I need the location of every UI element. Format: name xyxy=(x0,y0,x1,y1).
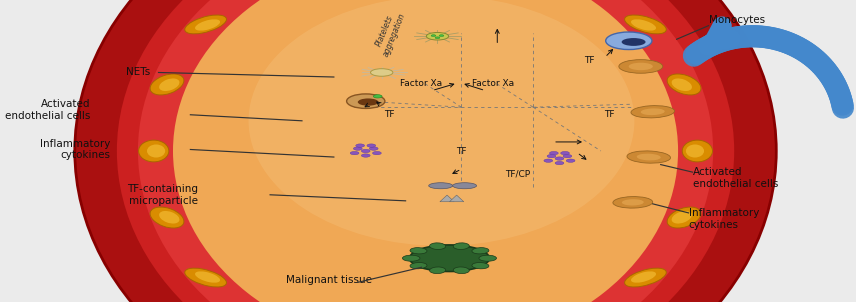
Text: Malignant tissue: Malignant tissue xyxy=(286,275,372,285)
Ellipse shape xyxy=(547,155,556,158)
Text: NETs: NETs xyxy=(127,67,151,78)
Ellipse shape xyxy=(410,262,427,269)
Ellipse shape xyxy=(354,147,362,150)
Ellipse shape xyxy=(431,35,436,37)
Ellipse shape xyxy=(625,15,666,34)
Ellipse shape xyxy=(373,95,382,98)
Text: TF/CP: TF/CP xyxy=(505,169,530,178)
Ellipse shape xyxy=(358,98,378,106)
Ellipse shape xyxy=(185,15,227,34)
Ellipse shape xyxy=(150,207,184,228)
Ellipse shape xyxy=(544,159,553,162)
Text: Factor Xa: Factor Xa xyxy=(473,79,514,88)
Ellipse shape xyxy=(117,0,734,302)
Ellipse shape xyxy=(369,147,378,150)
Ellipse shape xyxy=(361,154,370,157)
Text: Factor Xa: Factor Xa xyxy=(401,79,443,88)
Ellipse shape xyxy=(74,0,776,302)
Ellipse shape xyxy=(561,152,569,155)
Ellipse shape xyxy=(555,157,564,160)
Ellipse shape xyxy=(453,243,469,249)
Ellipse shape xyxy=(619,60,663,73)
Ellipse shape xyxy=(430,267,446,274)
Text: TF-containing
microparticle: TF-containing microparticle xyxy=(128,184,199,206)
Ellipse shape xyxy=(631,19,656,31)
Ellipse shape xyxy=(426,33,449,40)
Ellipse shape xyxy=(472,248,489,254)
Text: Monocytes: Monocytes xyxy=(709,14,764,25)
Text: TF: TF xyxy=(603,110,614,119)
Ellipse shape xyxy=(479,255,496,261)
Ellipse shape xyxy=(347,94,385,108)
Ellipse shape xyxy=(150,74,184,95)
Ellipse shape xyxy=(185,268,227,287)
Ellipse shape xyxy=(686,144,704,158)
Ellipse shape xyxy=(672,79,692,91)
Ellipse shape xyxy=(195,271,220,283)
Ellipse shape xyxy=(625,268,666,287)
Ellipse shape xyxy=(637,154,661,160)
Ellipse shape xyxy=(439,35,444,37)
Text: TF: TF xyxy=(384,110,395,119)
Ellipse shape xyxy=(555,161,564,165)
Ellipse shape xyxy=(350,152,359,155)
Polygon shape xyxy=(440,195,455,202)
Ellipse shape xyxy=(409,245,490,271)
Polygon shape xyxy=(449,195,464,202)
Ellipse shape xyxy=(453,267,469,274)
Ellipse shape xyxy=(410,248,427,254)
Ellipse shape xyxy=(621,199,644,205)
Ellipse shape xyxy=(550,152,558,155)
Text: Platelets
aggregation: Platelets aggregation xyxy=(372,8,407,58)
Ellipse shape xyxy=(641,108,665,115)
Ellipse shape xyxy=(356,144,365,147)
Ellipse shape xyxy=(667,207,701,228)
Ellipse shape xyxy=(402,255,420,261)
Ellipse shape xyxy=(195,19,220,31)
Ellipse shape xyxy=(429,183,453,189)
Ellipse shape xyxy=(682,140,712,162)
Ellipse shape xyxy=(147,144,165,158)
Ellipse shape xyxy=(672,211,692,223)
Ellipse shape xyxy=(159,79,180,91)
Ellipse shape xyxy=(138,0,713,302)
Ellipse shape xyxy=(453,183,477,189)
Ellipse shape xyxy=(563,155,572,158)
Text: TF: TF xyxy=(584,56,594,65)
Text: TF: TF xyxy=(456,146,467,156)
Ellipse shape xyxy=(566,159,575,162)
Ellipse shape xyxy=(628,63,653,70)
Text: Inflammatory
cytokines: Inflammatory cytokines xyxy=(40,139,110,160)
Ellipse shape xyxy=(606,32,652,50)
Ellipse shape xyxy=(139,140,169,162)
Ellipse shape xyxy=(159,211,180,223)
Text: Inflammatory
cytokines: Inflammatory cytokines xyxy=(688,208,759,230)
Ellipse shape xyxy=(631,106,675,118)
Text: Activated
endothelial cells: Activated endothelial cells xyxy=(693,167,778,189)
Ellipse shape xyxy=(435,37,440,39)
Ellipse shape xyxy=(631,271,656,283)
Ellipse shape xyxy=(372,152,381,155)
Ellipse shape xyxy=(613,197,652,208)
Ellipse shape xyxy=(627,151,670,163)
Ellipse shape xyxy=(430,243,446,249)
Ellipse shape xyxy=(248,0,634,246)
Ellipse shape xyxy=(173,0,678,302)
Text: Activated
endothelial cells: Activated endothelial cells xyxy=(5,99,91,121)
Ellipse shape xyxy=(371,69,393,76)
Ellipse shape xyxy=(621,38,645,46)
Ellipse shape xyxy=(472,262,489,269)
Ellipse shape xyxy=(367,144,376,147)
Ellipse shape xyxy=(667,74,701,95)
Ellipse shape xyxy=(361,149,370,153)
